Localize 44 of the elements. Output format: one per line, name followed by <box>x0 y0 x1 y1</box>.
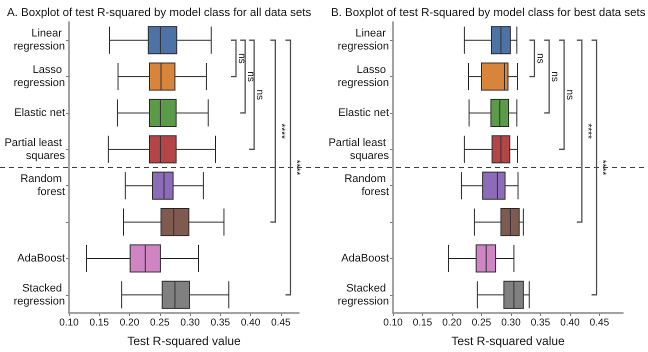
y-tick-label: Stacked regression <box>14 282 65 308</box>
x-tick-label: 0.45 <box>590 318 610 328</box>
y-tick-label: Random forest <box>20 173 65 198</box>
x-axis-title: Test R-squared value <box>127 334 242 348</box>
x-tick-label: 0.40 <box>240 318 261 328</box>
y-tick-label: Elastic net <box>14 106 65 119</box>
x-tick-label: 0.35 <box>210 318 230 328</box>
x-tick-label: 0.15 <box>90 318 110 328</box>
x-tick-label: 0.30 <box>501 318 522 328</box>
x-tick-label: 0.25 <box>472 318 492 328</box>
x-axis-title: Test R-squared value <box>451 334 566 348</box>
annotation: ns <box>564 89 576 100</box>
y-tick-label: Elastic net <box>338 106 389 119</box>
annotation: **** <box>275 123 286 140</box>
annotation: **** <box>290 160 302 176</box>
y-tick-label: AdaBoost <box>17 252 65 264</box>
y-tick-label: Random forest <box>344 173 389 198</box>
y-tick-label: Partial least squares <box>328 136 390 162</box>
y-tick-label: Linear regression <box>14 28 65 53</box>
annotation: ns <box>245 71 256 82</box>
chart-title: B. Boxplot of test R-squared by model class for best data sets <box>331 7 646 19</box>
x-tick-label: 0.30 <box>180 318 200 328</box>
annotation: ns <box>549 71 560 82</box>
y-tick-label: Linear regression <box>338 28 389 53</box>
annotation: ns <box>254 89 266 100</box>
y-tick-label: Stacked regression <box>338 282 389 308</box>
x-tick-label: 0.20 <box>120 318 140 328</box>
chart-title: A. Boxplot of test R-squared by model class for all data sets <box>7 7 312 19</box>
x-tick-label: 0.10 <box>383 318 404 328</box>
annotation: **** <box>596 160 608 176</box>
x-tick-label: 0.10 <box>59 318 80 328</box>
annotation: ns <box>534 53 546 64</box>
x-tick-label: 0.15 <box>412 318 433 328</box>
y-tick-label: Partial least squares <box>4 136 66 162</box>
x-tick-label: 0.25 <box>150 318 170 328</box>
annotation: **** <box>582 123 593 140</box>
x-tick-label: 0.35 <box>530 318 551 328</box>
y-tick-label: Lasso regression <box>338 64 389 90</box>
x-tick-label: 0.45 <box>271 318 292 328</box>
x-tick-label: 0.40 <box>560 318 580 328</box>
y-tick-label: AdaBoost <box>341 252 389 264</box>
x-tick-label: 0.20 <box>442 318 462 328</box>
y-tick-label: Lasso regression <box>14 64 65 90</box>
annotation: ns <box>236 53 247 64</box>
